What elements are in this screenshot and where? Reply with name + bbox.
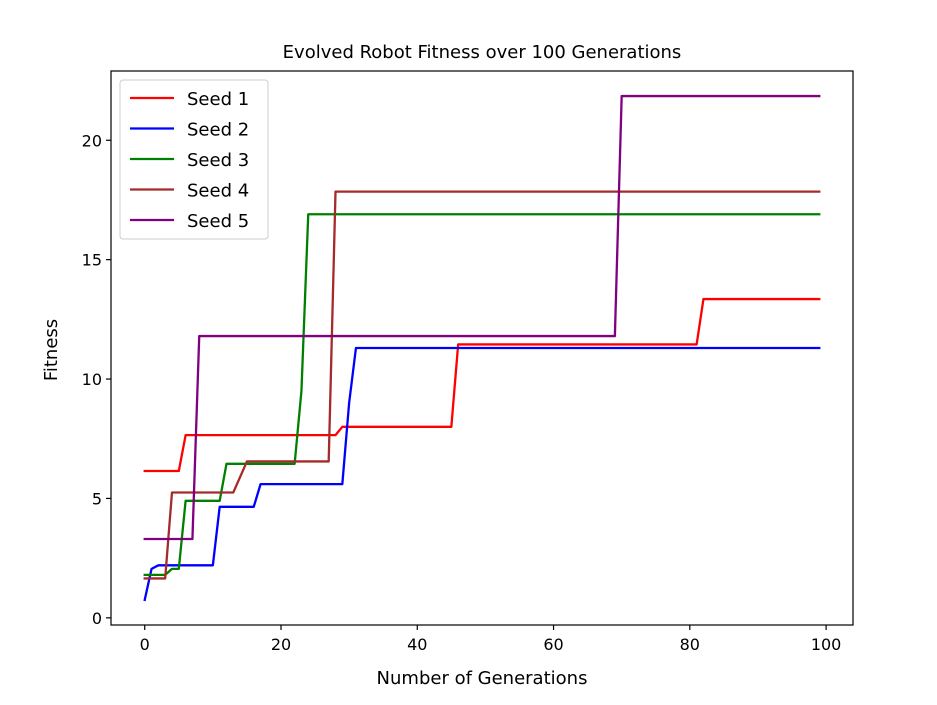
series-line-seed-5 — [143, 94, 821, 541]
x-tick-label: 60 — [543, 635, 563, 654]
y-tick-label: 15 — [82, 251, 102, 270]
x-tick-label: 80 — [680, 635, 700, 654]
y-tick-label: 0 — [92, 609, 102, 628]
legend-label-seed-4: Seed 4 — [187, 181, 249, 202]
series-line-seed-4 — [143, 190, 821, 580]
y-axis-title: Fitness — [41, 319, 62, 381]
chart-title: Evolved Robot Fitness over 100 Generatio… — [283, 42, 682, 63]
legend-label-seed-3: Seed 3 — [187, 150, 249, 171]
legend-label-seed-2: Seed 2 — [187, 120, 249, 141]
y-tick-label: 5 — [92, 489, 102, 508]
x-axis-title: Number of Generations — [377, 668, 588, 689]
legend-label-seed-1: Seed 1 — [187, 89, 249, 110]
legend: Seed 1 Seed 2 Seed 3 Seed 4 Seed 5 — [119, 79, 269, 240]
series-line-seed-1 — [143, 297, 821, 473]
y-tick-label: 10 — [82, 370, 102, 389]
plot-area: 0 20 40 60 80 100 0 5 10 15 20 — [82, 70, 854, 654]
legend-label-seed-5: Seed 5 — [187, 211, 249, 232]
x-tick-label: 40 — [407, 635, 427, 654]
series-line-seed-3 — [143, 213, 821, 576]
x-tick-label: 20 — [271, 635, 291, 654]
legend-box — [119, 79, 269, 240]
plot-frame — [110, 70, 854, 626]
y-tick-label: 20 — [82, 131, 102, 150]
x-tick-label: 0 — [140, 635, 150, 654]
x-tick-label: 100 — [811, 635, 842, 654]
series-line-seed-2 — [143, 346, 821, 602]
